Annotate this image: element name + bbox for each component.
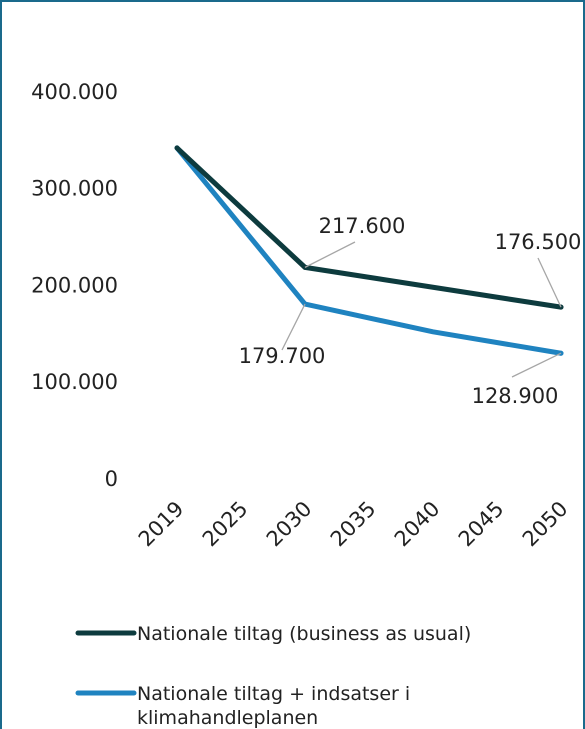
y-tick-label: 300.000 xyxy=(31,177,118,201)
y-tick-label: 100.000 xyxy=(31,370,118,394)
legend-label: klimahandleplanen xyxy=(137,707,318,729)
y-tick-label: 400.000 xyxy=(31,80,118,104)
x-tick-label: 2035 xyxy=(326,497,381,552)
x-tick-label: 2030 xyxy=(262,497,317,552)
y-tick-label: 0 xyxy=(105,467,118,491)
data-label-leader xyxy=(304,241,356,268)
series-line xyxy=(174,145,564,356)
data-label-leader xyxy=(511,352,562,378)
data-label-leader xyxy=(281,303,306,351)
x-tick-label: 2045 xyxy=(454,497,509,552)
legend-label: Nationale tiltag + indsatser i xyxy=(137,683,410,705)
x-axis-ticks: 2019 2025 2030 2035 2040 2045 2050 xyxy=(134,497,573,552)
data-label: 217.600 xyxy=(319,214,406,238)
data-label: 128.900 xyxy=(472,384,559,408)
data-label: 176.500 xyxy=(495,230,582,254)
x-tick-label: 2025 xyxy=(198,497,253,552)
data-labels: 217.600 176.500 179.700 128.900 xyxy=(239,214,582,408)
x-tick-label: 2050 xyxy=(518,497,573,552)
x-tick-label: 2019 xyxy=(134,497,189,552)
data-label: 179.700 xyxy=(239,344,326,368)
legend: Nationale tiltag (business as usual) Nati… xyxy=(75,623,471,729)
x-tick-label: 2040 xyxy=(390,497,445,552)
y-axis-ticks: 0 100.000 200.000 300.000 400.000 xyxy=(31,80,118,491)
data-label-leader xyxy=(537,257,562,308)
legend-label: Nationale tiltag (business as usual) xyxy=(137,623,471,645)
y-tick-label: 200.000 xyxy=(31,273,118,297)
